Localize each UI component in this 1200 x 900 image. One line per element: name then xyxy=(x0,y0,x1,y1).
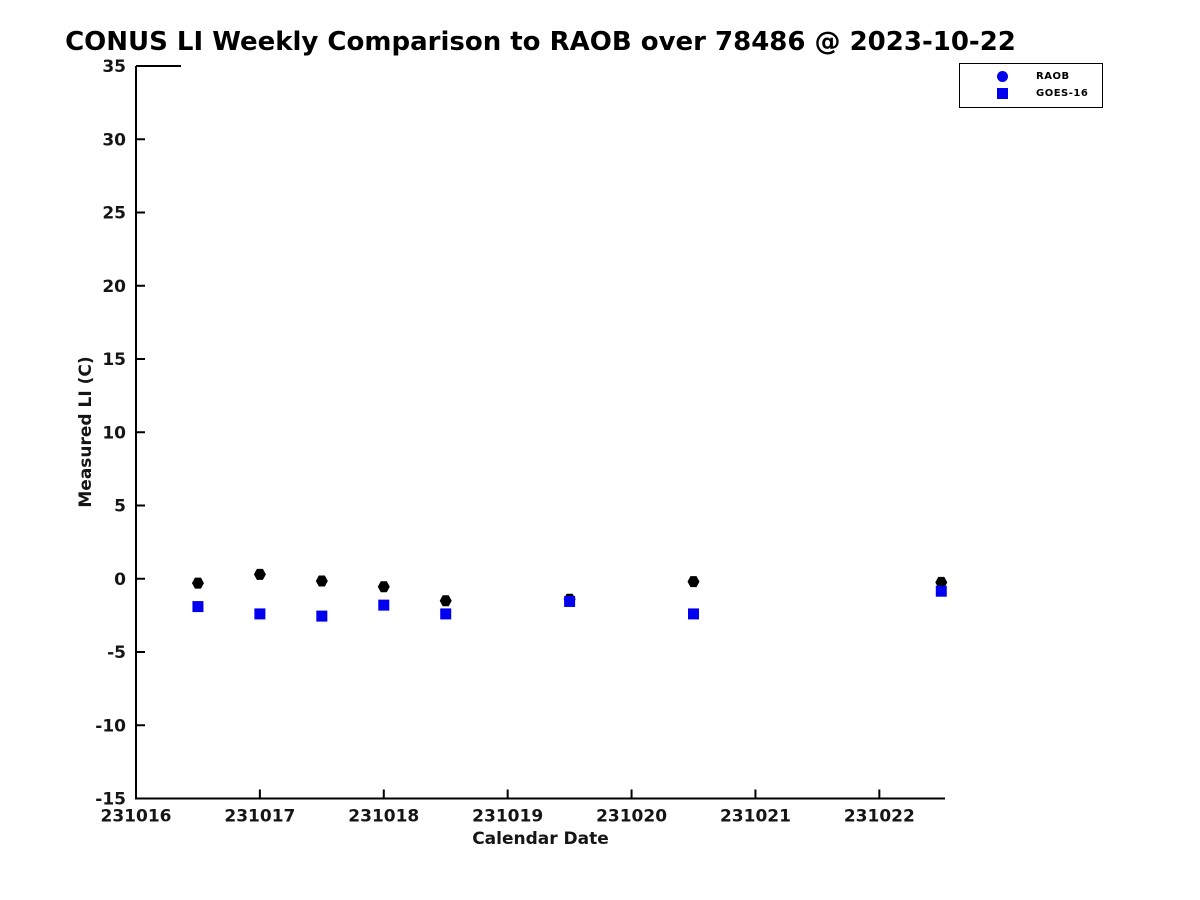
data-point-hexagon xyxy=(439,595,452,607)
x-tick-label: 231019 xyxy=(472,807,543,827)
chart-title: CONUS LI Weekly Comparison to RAOB over … xyxy=(65,27,1016,57)
y-tick-label: 30 xyxy=(102,130,126,150)
y-tick-label: -10 xyxy=(95,716,126,736)
x-tick-label: 231020 xyxy=(596,807,667,827)
series-GOES-16 xyxy=(192,585,947,622)
data-point-square xyxy=(378,599,390,611)
data-point-square xyxy=(254,608,266,620)
legend-item-raob: RAOB xyxy=(960,68,1102,85)
x-tick-label: 231021 xyxy=(720,807,791,827)
data-point-hexagon xyxy=(191,577,204,589)
y-tick-label: 20 xyxy=(102,277,126,297)
y-tick-label: 15 xyxy=(102,350,126,370)
x-tick-label: 231022 xyxy=(844,807,915,827)
legend-label-goes16: GOES-16 xyxy=(1036,88,1089,99)
legend-label-raob: RAOB xyxy=(1036,71,1070,82)
y-tick-label: 10 xyxy=(102,423,126,443)
x-tick-label: 231018 xyxy=(348,807,419,827)
x-tick-label: 231017 xyxy=(224,807,295,827)
data-point-hexagon xyxy=(253,568,266,580)
x-tick-label: 231016 xyxy=(101,807,172,827)
legend-item-goes16: GOES-16 xyxy=(960,85,1102,102)
y-tick-label: 5 xyxy=(114,497,126,517)
y-tick-label: 0 xyxy=(114,570,126,590)
x-axis-label: Calendar Date xyxy=(472,829,609,849)
y-tick-label: -5 xyxy=(107,643,126,663)
data-point-square xyxy=(564,595,576,607)
data-point-square xyxy=(440,608,452,620)
goes16-legend-marker-icon xyxy=(996,88,1008,100)
data-point-square xyxy=(316,610,328,622)
legend: RAOB GOES-16 xyxy=(959,63,1103,108)
raob-legend-marker-icon xyxy=(996,71,1008,83)
y-tick-label: -15 xyxy=(95,790,126,810)
data-point-hexagon xyxy=(315,575,328,587)
data-point-hexagon xyxy=(935,576,948,588)
y-tick-label: 25 xyxy=(102,204,126,224)
data-point-hexagon xyxy=(687,576,700,588)
data-point-square xyxy=(688,608,700,620)
data-point-hexagon xyxy=(377,581,390,593)
data-point-square xyxy=(192,601,204,613)
y-tick-label: 35 xyxy=(102,57,126,77)
data-point-square xyxy=(935,585,947,597)
